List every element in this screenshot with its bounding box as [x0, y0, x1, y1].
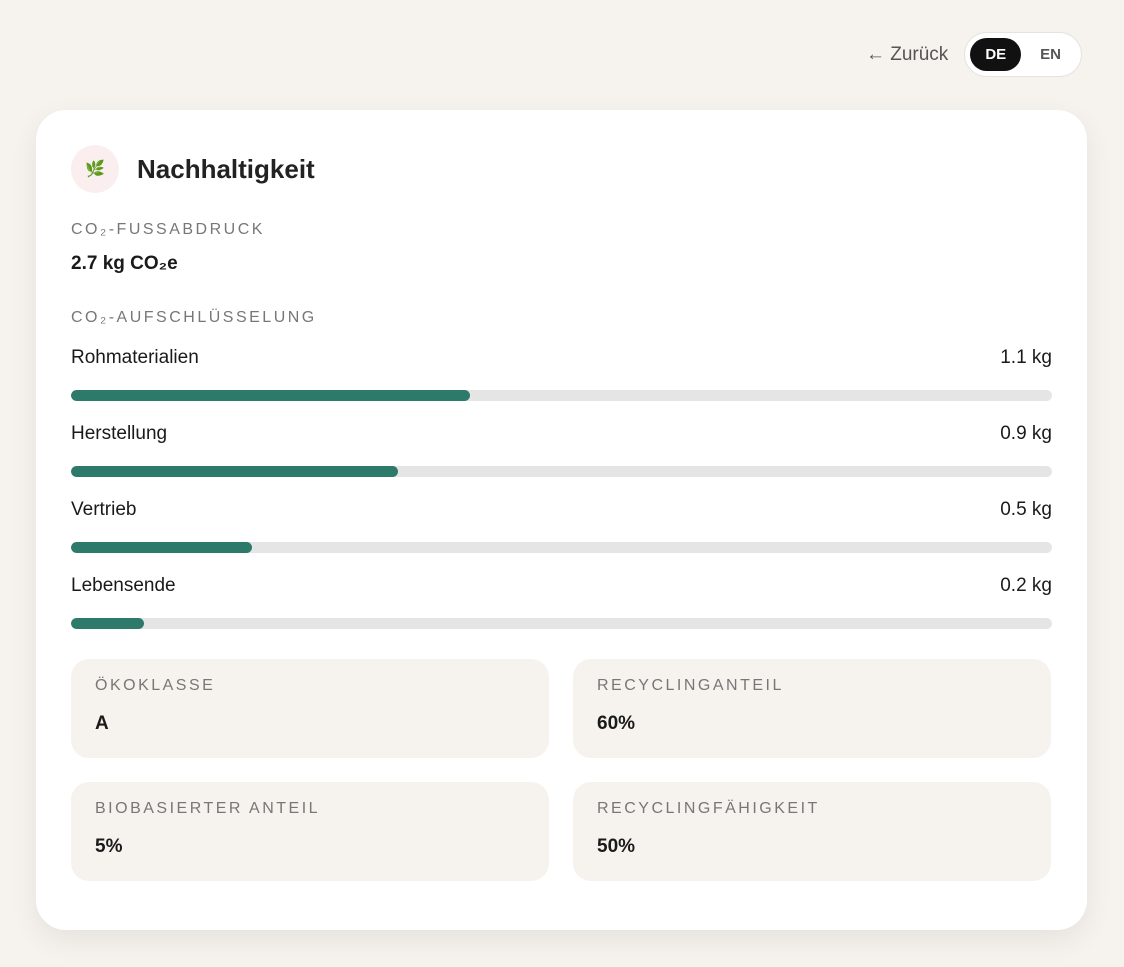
- progress-fill: [71, 618, 144, 629]
- metric-tile: Recyclingfähigkeit 50%: [573, 782, 1051, 881]
- language-toggle: DE EN: [964, 32, 1082, 77]
- footprint-value: 2.7 kg CO₂e: [71, 253, 178, 274]
- metric-value: 50%: [597, 836, 636, 857]
- breakdown-label: Vertrieb: [71, 499, 137, 520]
- metric-tile: Biobasierter Anteil 5%: [71, 782, 549, 881]
- metric-label: Recyclinganteil: [597, 677, 784, 694]
- back-link[interactable]: ← Zurück: [865, 43, 949, 65]
- metric-value: 5%: [95, 836, 123, 857]
- metric-tile: Ökoklasse A: [71, 659, 549, 758]
- breakdown-label: Rohmaterialien: [71, 347, 199, 368]
- breakdown-row: Lebensende 0.2 kg: [71, 575, 1052, 629]
- metric-value: A: [95, 713, 109, 734]
- metric-label: Recyclingfähigkeit: [597, 800, 820, 817]
- leaf-icon: 🌿: [71, 145, 119, 193]
- progress-track: [71, 466, 1052, 477]
- metric-value: 60%: [597, 713, 636, 734]
- breakdown-row: Herstellung 0.9 kg: [71, 423, 1052, 477]
- breakdown-value: 0.9 kg: [1000, 423, 1052, 444]
- footprint-label: CO₂-Fussabdruck: [71, 221, 265, 238]
- progress-track: [71, 618, 1052, 629]
- lang-de-button[interactable]: DE: [970, 38, 1022, 71]
- topbar: ← Zurück DE EN: [866, 32, 1082, 77]
- metric-tile: Recyclinganteil 60%: [573, 659, 1051, 758]
- breakdown-label: Lebensende: [71, 575, 176, 596]
- breakdown-row: Vertrieb 0.5 kg: [71, 499, 1052, 553]
- breakdown-value: 1.1 kg: [1000, 347, 1052, 368]
- progress-fill: [71, 542, 253, 553]
- breakdown-row: Rohmaterialien 1.1 kg: [71, 347, 1052, 401]
- breakdown-value: 0.2 kg: [1000, 575, 1052, 596]
- metric-label: Ökoklasse: [95, 677, 216, 694]
- breakdown-label: Herstellung: [71, 423, 168, 444]
- progress-track: [71, 390, 1052, 401]
- progress-fill: [71, 466, 398, 477]
- progress-track: [71, 542, 1052, 553]
- metric-label: Biobasierter Anteil: [95, 800, 321, 817]
- card-title: Nachhaltigkeit: [137, 153, 315, 184]
- lang-en-button[interactable]: EN: [1040, 46, 1061, 63]
- breakdown-label: CO₂-Aufschlüsselung: [71, 309, 317, 326]
- progress-fill: [71, 390, 471, 401]
- breakdown-value: 0.5 kg: [1000, 499, 1052, 520]
- sustainability-card: 🌿 Nachhaltigkeit CO₂-Fussabdruck 2.7 kg …: [36, 110, 1087, 930]
